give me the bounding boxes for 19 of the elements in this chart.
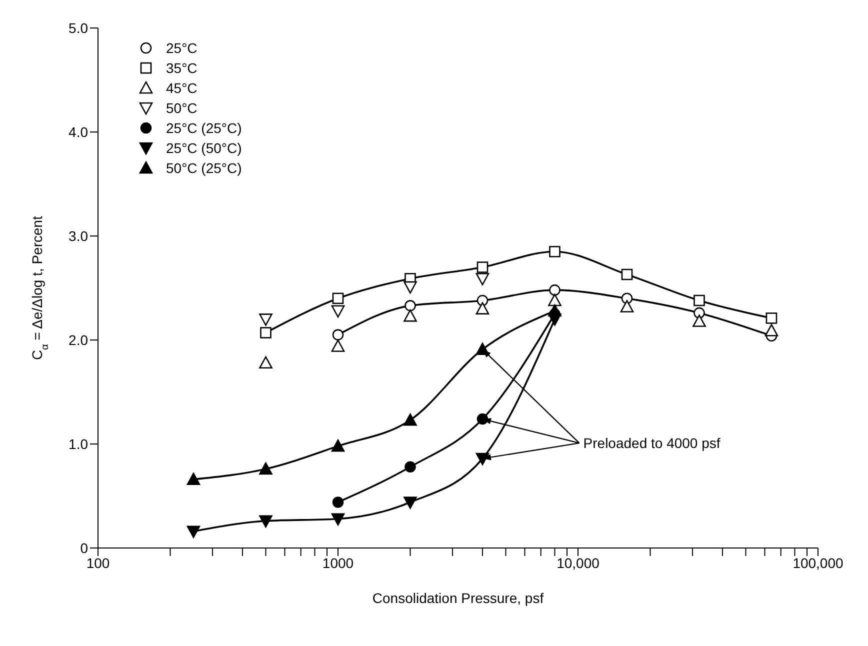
- annotation: Preloaded to 4000 psf: [583, 435, 720, 452]
- legend-label: 50°C: [166, 99, 198, 118]
- legend-label: 25°C: [166, 39, 198, 58]
- y-tick-label: 5.0: [68, 20, 88, 36]
- x-tick-label: 1000: [322, 554, 354, 571]
- x-tick-label: 100: [86, 554, 110, 571]
- x-tick-label: 10,000: [556, 554, 600, 571]
- legend-label: 50°C (25°C): [166, 159, 242, 178]
- legend-label: 35°C: [166, 59, 198, 78]
- y-tick-label: 2.0: [68, 332, 88, 348]
- x-tick-label: 100,000: [792, 554, 844, 571]
- x-axis-title: Consolidation Pressure, psf: [372, 590, 544, 606]
- y-tick-label: 3.0: [68, 228, 88, 244]
- legend-label: 25°C (50°C): [166, 139, 242, 158]
- legend-label: 45°C: [166, 79, 198, 98]
- y-tick-label: 1.0: [68, 436, 88, 452]
- y-tick-label: 0: [80, 540, 88, 556]
- y-tick-label: 4.0: [68, 124, 88, 140]
- legend-label: 25°C (25°C): [166, 119, 242, 138]
